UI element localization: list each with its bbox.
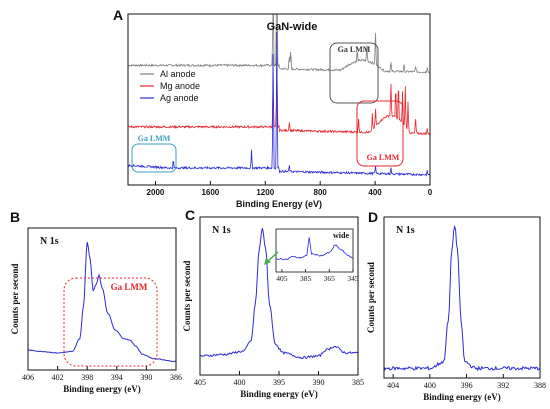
x-tick-label: 1200 (256, 188, 274, 197)
x-tick-label: 406 (22, 373, 34, 382)
annotation-box-gray (329, 42, 379, 104)
series-line (383, 224, 541, 372)
inset-x-tick-label: 365 (324, 274, 336, 283)
x-tick-label: 400 (234, 378, 246, 387)
panel-label: B (10, 209, 20, 225)
annotation-label: Ga LMM (338, 45, 371, 54)
annotation-box-red (356, 100, 404, 167)
plot-frame (383, 216, 541, 379)
chart-title: N 1s (396, 225, 415, 236)
chart-panel-b: N 1s Ga LMM 406 402 398 394 390 386 Binding ener… (10, 209, 182, 394)
x-tick-label: 404 (387, 381, 399, 390)
x-axis-label: Binding Energy (eV) (236, 199, 322, 209)
x-axis-label: Binding energy (eV) (63, 384, 141, 394)
x-tick-label: 385 (352, 378, 364, 387)
series-line-1 (127, 13, 431, 74)
legend-label: Al anode (160, 69, 196, 79)
x-tick-label: 405 (194, 378, 206, 387)
inset-frame (275, 228, 354, 273)
x-tick-label: 400 (424, 381, 436, 390)
panel-label: D (368, 209, 378, 225)
annotation-label: Ga LMM (367, 153, 400, 162)
inset-plot: 405 385 365 345 wide (275, 228, 359, 283)
x-tick-label: 390 (140, 373, 152, 382)
chart-title: GaN-wide (267, 21, 318, 33)
x-tick-label: 396 (461, 381, 473, 390)
annotation-box-red (63, 277, 158, 367)
x-tick-label: 1600 (201, 188, 219, 197)
inset-label: wide (333, 231, 349, 240)
panel-label: A (113, 7, 123, 23)
inset-x-tick-label: 385 (300, 274, 312, 283)
y-axis-label: Counts per second (366, 262, 376, 333)
x-tick-label: 800 (314, 188, 328, 197)
annotation-box-teal (131, 143, 177, 173)
y-axis-label: Counts per second (10, 264, 20, 335)
panel-label: C (185, 207, 195, 223)
chart-panel-d: N 1s 404 400 396 392 388 Binding energy (eV) Co… (366, 209, 546, 402)
x-tick-label: 398 (81, 373, 93, 382)
chart-panel-a: GaN-wide Al anode Mg anode Ag anode Ga LMM Ga… (113, 7, 433, 209)
x-tick-label: 386 (170, 373, 182, 382)
x-tick-label: 395 (273, 378, 285, 387)
series-line-3 (127, 31, 431, 177)
x-axis-label: Binding energy (eV) (240, 389, 318, 399)
x-tick-label: 392 (497, 381, 509, 390)
plot-frame (27, 227, 177, 371)
annotation-label: Ga LMM (138, 134, 171, 143)
annotation-label: Ga LMM (111, 282, 148, 292)
x-tick-label: 400 (368, 188, 382, 197)
inset-series-line (275, 237, 354, 261)
legend-label: Ag anode (160, 93, 199, 103)
plot-frame (127, 13, 431, 186)
x-tick-label: 388 (534, 381, 546, 390)
x-tick-label: 390 (313, 378, 325, 387)
arrow-head (264, 258, 271, 265)
x-tick-label: 394 (111, 373, 123, 382)
x-tick-label: 0 (428, 188, 433, 197)
chart-title: N 1s (212, 225, 231, 236)
series-line-2 (127, 57, 431, 136)
inset-x-tick-label: 405 (276, 274, 288, 283)
series-line (27, 241, 177, 363)
chart-panel-c: N 1s 405 385 365 345 wide 405 400 395 390 385 Bindi… (182, 207, 364, 399)
x-axis-label: Binding energy (eV) (423, 392, 501, 402)
legend-label: Mg anode (160, 81, 200, 91)
inset-x-tick-label: 345 (347, 274, 359, 283)
chart-title: N 1s (40, 236, 59, 247)
y-axis-label: Counts per second (182, 261, 192, 332)
x-tick-label: 402 (52, 373, 64, 382)
x-tick-label: 2000 (147, 188, 165, 197)
series-line (200, 228, 359, 360)
